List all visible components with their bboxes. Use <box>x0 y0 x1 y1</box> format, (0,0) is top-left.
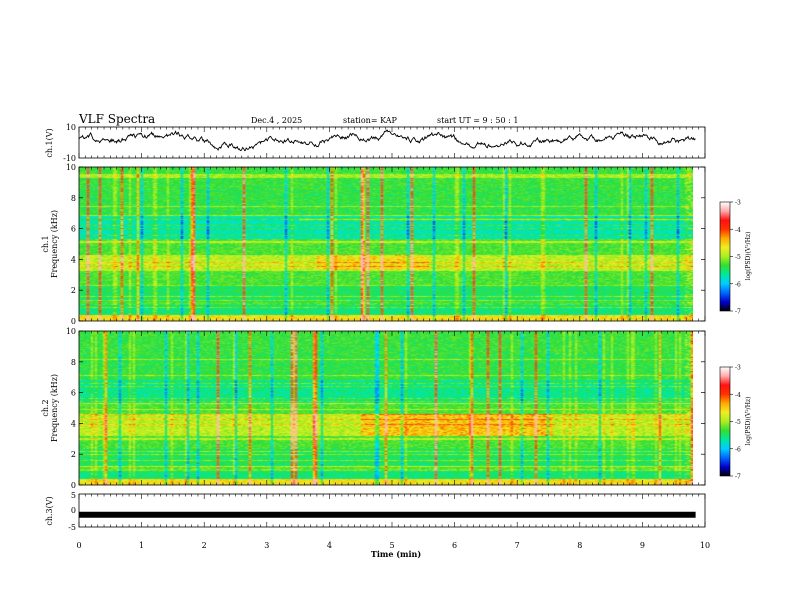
ch1-spectrogram-ylabel-channel: ch.1 <box>41 235 50 252</box>
spectrogram-ytick-label: 2 <box>71 450 76 459</box>
ch1-ytick-bottom: -10 <box>63 154 76 163</box>
colorbar-tick-label: -3 <box>735 365 741 372</box>
spectrogram-ytick-label: 2 <box>71 286 76 295</box>
colorbar-tick-label: -5 <box>735 254 741 261</box>
chart-title: VLF Spectra <box>78 112 155 126</box>
ch3-waveform-frame <box>78 493 706 528</box>
ch2-spectrogram-panel: 0 2 4 6 8 10 ch.2 Frequency (kHz) <box>41 327 706 490</box>
spectrogram-ytick-label: 0 <box>71 317 76 326</box>
time-axis-tick-label: 6 <box>452 541 457 550</box>
time-axis-tick-labels: 0 1 2 3 4 5 6 7 8 9 10 <box>76 541 710 550</box>
ch1-waveform-ylabel: ch.1(V) <box>45 128 54 157</box>
time-axis-tick-label: 8 <box>577 541 582 550</box>
ch2-colorbar-scale <box>719 366 731 477</box>
time-axis-tick-label: 3 <box>264 541 269 550</box>
time-axis-label: Time (min) <box>371 549 421 559</box>
time-axis-tick-label: 7 <box>515 541 520 550</box>
ch1-colorbar-ticks: -3 -4 -5 -6 -7 <box>730 200 741 316</box>
ch3-waveform-ylabel: ch.3(V) <box>45 496 54 525</box>
ch1-spectrogram-panel: 0 2 4 6 8 10 ch.1 Frequency (kHz) <box>41 163 706 326</box>
ch2-spectrogram-ylabel-frequency: Frequency (kHz) <box>50 374 59 442</box>
ch1-spectrogram-ylabel-frequency: Frequency (kHz) <box>50 210 59 278</box>
ch2-colorbar-ticks: -3 -4 -5 -6 -7 <box>730 365 741 481</box>
spectrogram-ytick-label: 10 <box>66 327 76 336</box>
time-axis-tick-label: 5 <box>389 541 394 550</box>
ch1-spectrogram-heatmap <box>79 167 693 321</box>
ch1-ytick-top: 10 <box>66 123 76 132</box>
spectrogram-ytick-label: 8 <box>71 194 76 203</box>
time-axis-tick-label: 9 <box>640 541 645 550</box>
ch2-colorbar: -3 -4 -5 -6 -7 log(PSD)(V²/Hz) <box>719 365 752 481</box>
start-ut-label: start UT = 9 : 50 : 1 <box>437 116 518 125</box>
date-label: Dec.4 , 2025 <box>251 116 302 125</box>
time-axis-tick-label: 1 <box>139 541 144 550</box>
ch2-colorbar-label: log(PSD)(V²/Hz) <box>745 397 752 446</box>
time-axis-tick-label: 2 <box>202 541 207 550</box>
spectrogram-ytick-label: 6 <box>71 389 76 398</box>
ch2-spectrogram-heatmap <box>79 331 693 485</box>
ch3-ytick-mid: 0 <box>71 506 76 515</box>
ch1-colorbar-label: log(PSD)(V²/Hz) <box>745 232 752 281</box>
time-axis-ticks <box>78 127 706 527</box>
ch1-waveform-frame <box>78 126 706 159</box>
spectrogram-ytick-label: 8 <box>71 358 76 367</box>
ch1-spectrogram-yticks: 0 2 4 6 8 10 <box>66 163 705 326</box>
ch1-waveform-panel: 10 -10 ch.1(V) <box>45 123 706 163</box>
ch2-spectrogram-ylabel-channel: ch.2 <box>41 399 50 416</box>
station-label: station= KAP <box>343 116 398 125</box>
spectrogram-ytick-label: 4 <box>71 255 76 264</box>
colorbar-tick-label: -3 <box>735 200 741 207</box>
ch1-waveform-series <box>78 129 696 152</box>
header: VLF Spectra Dec.4 , 2025 station= KAP st… <box>78 112 518 126</box>
ch3-ytick-bottom: -5 <box>68 523 76 532</box>
ch3-waveform-panel: 5 0 -5 ch.3(V) <box>45 491 706 532</box>
spectrogram-ytick-label: 10 <box>66 163 76 172</box>
ch3-ytick-top: 5 <box>71 491 76 500</box>
time-axis-tick-label: 0 <box>76 541 81 550</box>
time-axis-tick-label: 4 <box>327 541 332 550</box>
colorbar-tick-label: -6 <box>735 446 741 453</box>
ch2-spectrogram-yticks: 0 2 4 6 8 10 <box>66 327 705 490</box>
colorbar-tick-label: -5 <box>735 419 741 426</box>
colorbar-tick-label: -4 <box>735 227 741 234</box>
colorbar-tick-label: -4 <box>735 392 741 399</box>
time-axis-tick-label: 10 <box>700 541 710 550</box>
colorbar-tick-label: -7 <box>735 309 741 316</box>
spectrogram-ytick-label: 6 <box>71 225 76 234</box>
colorbar-tick-label: -7 <box>735 474 741 481</box>
spectrogram-ytick-label: 0 <box>71 481 76 490</box>
ch1-colorbar: -3 -4 -5 -6 -7 log(PSD)(V²/Hz) <box>719 200 752 316</box>
ch1-colorbar-scale <box>719 201 731 312</box>
spectrogram-ytick-label: 4 <box>71 419 76 428</box>
colorbar-tick-label: -6 <box>735 281 741 288</box>
